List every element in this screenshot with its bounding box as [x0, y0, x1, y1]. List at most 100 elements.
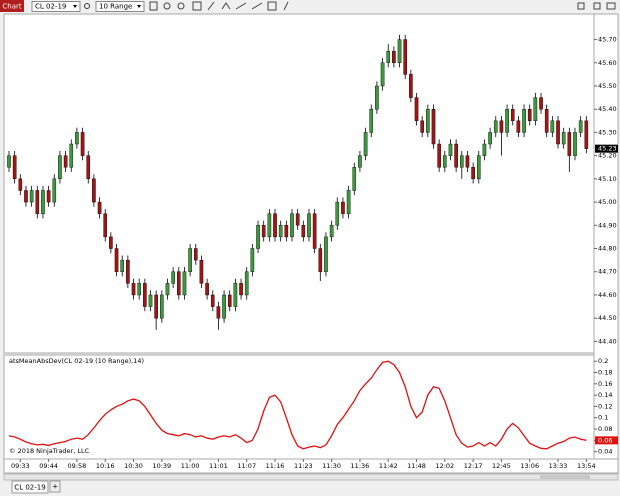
- scroll-thumb[interactable]: [540, 475, 590, 479]
- candle-body: [414, 97, 419, 122]
- y-tick-label: 45.60: [598, 59, 617, 67]
- candle-body: [329, 225, 334, 238]
- candle-body: [312, 213, 317, 249]
- indicator-title: atsMeanAbsDev(CL 02-19 (10 Range),14): [9, 357, 144, 365]
- candle-body: [510, 108, 515, 122]
- candle-body: [363, 132, 368, 156]
- candle-body: [137, 283, 141, 296]
- candle-body: [493, 120, 498, 133]
- candle-body: [397, 39, 402, 63]
- candle-body: [143, 283, 147, 307]
- candle-body: [556, 120, 560, 145]
- candle-body: [460, 155, 464, 168]
- y-tick-label: 45.00: [598, 198, 617, 206]
- candle-body: [7, 155, 11, 168]
- instrument-select[interactable]: [31, 1, 81, 12]
- candle-body: [578, 120, 583, 133]
- candle-body: [409, 74, 413, 98]
- x-tick-label: 12:45: [492, 462, 511, 470]
- candle-body: [426, 108, 430, 133]
- candle-body: [527, 108, 532, 122]
- candle-body: [256, 225, 260, 249]
- toolbar-icons[interactable]: [149, 1, 616, 11]
- candle-body: [233, 283, 238, 307]
- dropdown-arrow: [137, 5, 141, 8]
- y-tick-label: 44.50: [598, 314, 617, 322]
- y-tick-label: 0.2: [598, 357, 608, 365]
- y-tick-label: 0.12: [598, 402, 612, 410]
- x-tick-label: 09:58: [68, 462, 87, 470]
- candle-body: [46, 190, 51, 203]
- x-tick-label: 11:07: [237, 462, 256, 470]
- candle-body: [176, 271, 181, 296]
- bartype-select[interactable]: [95, 1, 145, 12]
- candle-body: [573, 132, 577, 156]
- x-tick-label: 11:36: [351, 462, 370, 470]
- candle-body: [295, 213, 300, 226]
- instrument-tab-label[interactable]: CL 02-19: [14, 484, 45, 492]
- candle-body: [550, 120, 555, 133]
- x-tick-label: 11:00: [181, 462, 200, 470]
- candle-body: [437, 143, 441, 168]
- y-tick-label: 45.20: [598, 152, 617, 160]
- candle-body: [375, 85, 379, 110]
- y-tick-label: 0.18: [598, 369, 612, 377]
- candle-body: [24, 190, 28, 203]
- candle-body: [160, 294, 164, 319]
- candle-body: [114, 248, 119, 272]
- candle-body: [29, 190, 34, 203]
- instrument-tab[interactable]: [11, 480, 49, 494]
- candle-body: [69, 143, 74, 168]
- candle-body: [210, 294, 215, 307]
- candle-body: [131, 283, 136, 296]
- x-tick-label: 11:23: [294, 462, 313, 470]
- scrollbar[interactable]: [3, 473, 619, 481]
- candle-body: [301, 225, 306, 238]
- candle-body: [420, 120, 424, 133]
- candle-body: [454, 143, 458, 168]
- candle-body: [244, 271, 249, 296]
- candle-body: [539, 97, 543, 110]
- last-price-label: 45.23: [598, 145, 617, 153]
- x-tick-label: 13:54: [577, 462, 596, 470]
- candle-body: [165, 283, 170, 296]
- candle-body: [584, 120, 589, 149]
- candle-body: [239, 283, 243, 296]
- candle-body: [97, 201, 102, 214]
- y-tick-label: 0.14: [598, 391, 612, 399]
- add-tab[interactable]: [49, 480, 61, 493]
- bartype-text[interactable]: 10 Range: [99, 3, 132, 11]
- add-tab-label[interactable]: +: [52, 483, 58, 491]
- candle-body: [154, 294, 158, 319]
- candle-body: [126, 259, 130, 284]
- candle-body: [52, 178, 57, 203]
- time-axis: [3, 458, 619, 474]
- candle-body: [448, 143, 453, 156]
- x-tick-label: 13:06: [520, 462, 539, 470]
- x-tick-label: 11:01: [209, 462, 228, 470]
- candle-body: [471, 167, 475, 180]
- candle-body: [261, 225, 266, 238]
- x-tick-label: 11:42: [379, 462, 398, 470]
- search-icon[interactable]: [84, 3, 90, 9]
- x-tick-label: 09:44: [39, 462, 58, 470]
- chart-tab[interactable]: Chart: [2, 3, 21, 11]
- x-tick-label: 13:33: [549, 462, 568, 470]
- candle-body: [182, 271, 187, 296]
- y-tick-label: 0.1: [598, 414, 608, 422]
- candle-body: [216, 306, 221, 319]
- candle-body: [120, 259, 124, 272]
- candle-body: [369, 108, 374, 133]
- candle-body: [222, 294, 226, 319]
- candle-body: [431, 108, 436, 145]
- indicator-line: [8, 360, 587, 450]
- y-tick-label: 44.40: [598, 337, 617, 345]
- candle-body: [278, 225, 283, 238]
- chart-tab-bg[interactable]: [0, 0, 24, 12]
- dropdown-arrow: [73, 5, 77, 8]
- instrument-text[interactable]: CL 02-19: [35, 3, 66, 11]
- candle-body: [205, 283, 209, 296]
- x-tick-label: 11:30: [322, 462, 341, 470]
